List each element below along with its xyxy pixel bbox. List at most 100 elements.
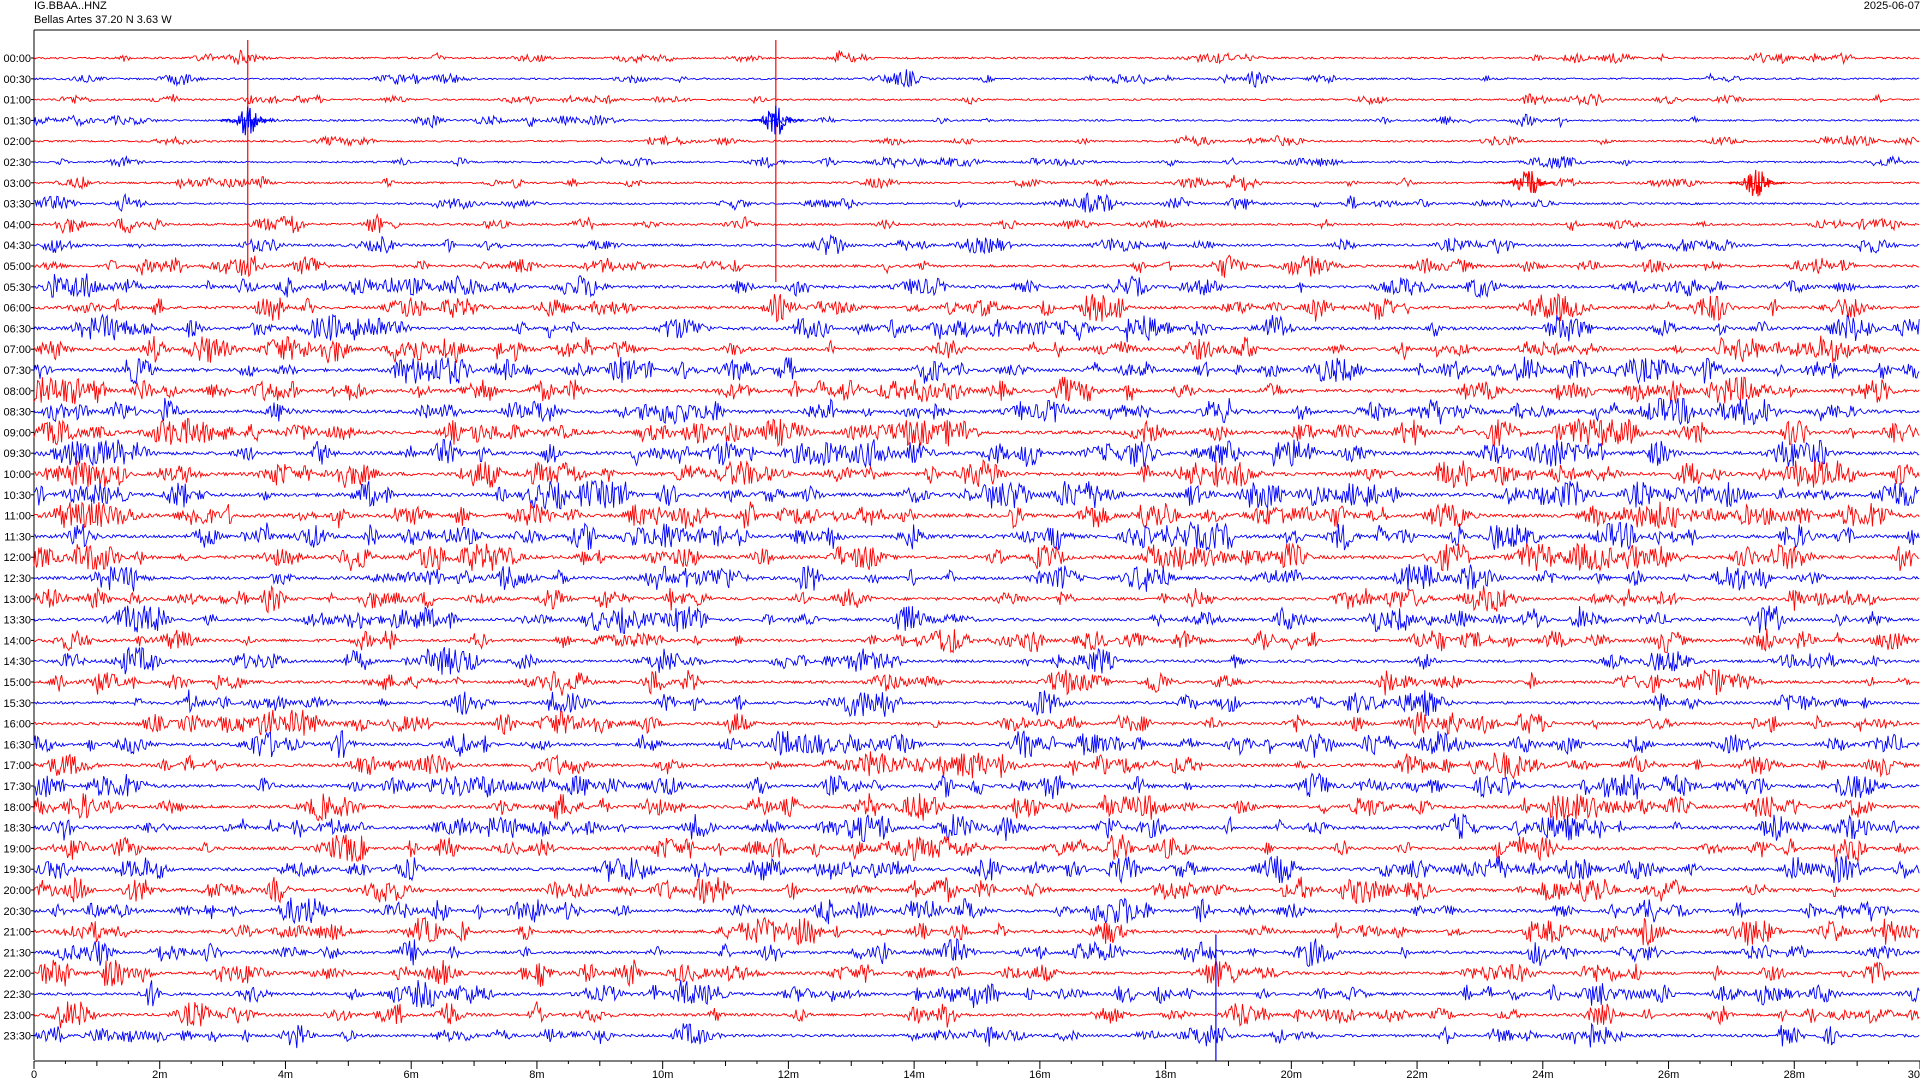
row-label: 21:30 (3, 947, 31, 959)
x-tick-label: 2m (152, 1069, 167, 1080)
row-label: 12:00 (3, 552, 31, 564)
trace-line (33, 959, 1920, 988)
row-label: 20:30 (3, 906, 31, 918)
row-label: 00:30 (3, 74, 31, 86)
trace-line (33, 751, 1920, 780)
trace-line (33, 49, 1920, 66)
trace-line (33, 520, 1920, 551)
row-label: 10:00 (3, 469, 31, 481)
row-label: 03:00 (3, 178, 31, 190)
event-burst (1728, 169, 1785, 197)
row-label: 15:30 (3, 698, 31, 710)
trace-line (33, 584, 1920, 614)
x-tick-label: 12m (778, 1069, 799, 1080)
row-label: 18:30 (3, 823, 31, 835)
row-label: 08:00 (3, 386, 31, 398)
event-group (219, 40, 1785, 1061)
row-label: 00:00 (3, 53, 31, 65)
row-label: 13:00 (3, 594, 31, 606)
x-tick-label: 18m (1155, 1069, 1176, 1080)
trace-line (33, 439, 1920, 469)
trace-line (33, 356, 1920, 385)
row-label: 06:00 (3, 303, 31, 315)
event-burst (219, 106, 276, 136)
row-label: 23:30 (3, 1031, 31, 1043)
event-burst (1498, 171, 1556, 194)
row-label: 17:00 (3, 760, 31, 772)
trace-line (33, 605, 1920, 635)
trace-line (33, 397, 1920, 426)
x-tick-label: 6m (404, 1069, 419, 1080)
trace-line (33, 273, 1920, 299)
row-label: 10:30 (3, 490, 31, 502)
date-label: 2025-06-07 (1863, 0, 1920, 12)
row-label: 03:30 (3, 199, 31, 211)
trace-line (33, 812, 1920, 842)
station-code: IG.BBAA..HNZ (34, 0, 107, 12)
seismic-event (747, 105, 805, 135)
row-label: 05:00 (3, 261, 31, 273)
trace-line (33, 709, 1920, 737)
row-label: 16:00 (3, 719, 31, 731)
row-label: 02:30 (3, 157, 31, 169)
trace-line (33, 376, 1920, 405)
trace-line (33, 313, 1920, 343)
row-label: 16:30 (3, 739, 31, 751)
row-label: 01:00 (3, 95, 31, 107)
trace-line (33, 479, 1920, 510)
x-tick-label: 14m (903, 1069, 924, 1080)
x-tick-label: 28m (1784, 1069, 1805, 1080)
row-label: 12:30 (3, 573, 31, 585)
trace-line (33, 174, 1920, 192)
row-label: 09:00 (3, 427, 31, 439)
trace-line (33, 916, 1920, 947)
trace-line (33, 254, 1920, 278)
trace-line (33, 668, 1920, 696)
seismic-event (1728, 169, 1785, 197)
trace-line (33, 542, 1920, 573)
x-tick-label: 4m (278, 1069, 293, 1080)
trace-line (33, 292, 1920, 323)
trace-line (33, 155, 1920, 169)
trace-line (33, 113, 1920, 129)
x-tick-label: 22m (1406, 1069, 1427, 1080)
trace-line (33, 793, 1920, 822)
trace-line (33, 834, 1920, 863)
trace-line (33, 69, 1920, 88)
trace-line (33, 980, 1920, 1009)
station-name: Bellas Artes 37.20 N 3.63 W (34, 14, 172, 26)
x-tick-label: 16m (1029, 1069, 1050, 1080)
x-tick-label: 26m (1658, 1069, 1679, 1080)
row-label: 04:30 (3, 240, 31, 252)
trace-line (33, 772, 1920, 800)
row-label: 15:00 (3, 677, 31, 689)
row-label: 19:30 (3, 864, 31, 876)
trace-line (33, 564, 1920, 592)
row-label: 22:30 (3, 989, 31, 1001)
row-label: 05:30 (3, 282, 31, 294)
row-label-group: 00:00 00:30 01:00 01:30 02:00 02:30 03:00 03:30… (3, 53, 34, 1043)
trace-line (33, 192, 1920, 213)
row-label: 04:00 (3, 219, 31, 231)
trace-line (33, 855, 1920, 885)
row-label: 08:30 (3, 407, 31, 419)
x-tick-label: 30 (1908, 1069, 1920, 1080)
row-label: 07:30 (3, 365, 31, 377)
row-label: 09:30 (3, 448, 31, 460)
x-tick-label: 24m (1532, 1069, 1553, 1080)
row-label: 21:00 (3, 927, 31, 939)
row-label: 11:30 (4, 531, 31, 543)
row-label: 19:00 (3, 843, 31, 855)
trace-line (33, 134, 1920, 147)
trace-line (33, 233, 1920, 256)
trace-line (33, 501, 1920, 530)
trace-line (33, 689, 1920, 718)
trace-line (33, 93, 1920, 106)
row-label: 22:00 (3, 968, 31, 980)
row-label: 18:00 (3, 802, 31, 814)
row-label: 14:30 (3, 656, 31, 668)
trace-line (33, 646, 1920, 675)
trace-line (33, 212, 1920, 235)
seismic-event (219, 106, 276, 136)
